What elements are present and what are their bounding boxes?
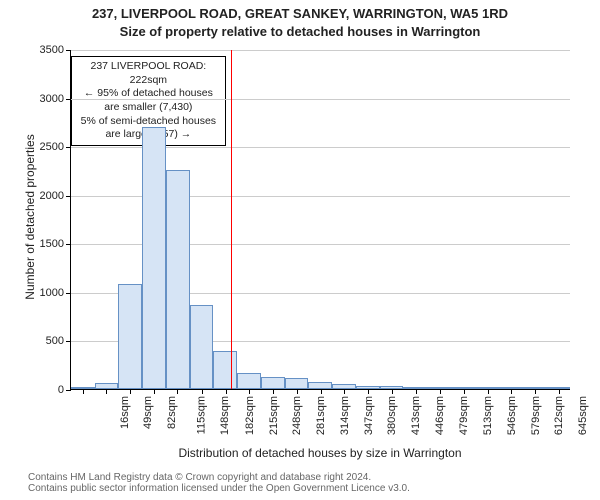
- x-tick-label: 215sqm: [268, 396, 280, 435]
- histogram-bar: [427, 387, 451, 389]
- callout-line1: 237 LIVERPOOL ROAD: 222sqm: [78, 60, 219, 87]
- y-tick-mark: [66, 293, 71, 294]
- x-tick-label: 281sqm: [315, 396, 327, 435]
- histogram-bar: [546, 387, 570, 389]
- y-tick-label: 3500: [14, 44, 64, 56]
- chart-plot-area: 237 LIVERPOOL ROAD: 222sqm ← 95% of deta…: [70, 50, 570, 390]
- x-tick-label: 579sqm: [530, 396, 542, 435]
- histogram-bar: [166, 170, 190, 389]
- histogram-bar: [451, 387, 475, 389]
- x-tick-label: 513sqm: [482, 396, 494, 435]
- y-tick-label: 500: [14, 335, 64, 347]
- histogram-bar: [285, 378, 309, 389]
- x-tick-label: 347sqm: [363, 396, 375, 435]
- y-tick-label: 0: [14, 384, 64, 396]
- y-tick-mark: [66, 244, 71, 245]
- page-title-line1: 237, LIVERPOOL ROAD, GREAT SANKEY, WARRI…: [0, 6, 600, 21]
- histogram-bar: [498, 387, 522, 389]
- x-tick-label: 446sqm: [434, 396, 446, 435]
- y-axis-label: Number of detached properties: [23, 117, 37, 317]
- x-tick-label: 115sqm: [195, 396, 207, 434]
- x-tick-label: 16sqm: [119, 396, 131, 429]
- histogram-bar: [308, 382, 332, 389]
- x-tick-label: 49sqm: [142, 396, 154, 429]
- histogram-bar: [118, 284, 142, 389]
- footer-line2: Contains public sector information licen…: [28, 483, 410, 494]
- y-tick-mark: [66, 341, 71, 342]
- x-tick-label: 413sqm: [410, 396, 422, 435]
- y-tick-mark: [66, 196, 71, 197]
- x-tick-label: 82sqm: [166, 396, 178, 429]
- callout-line2: ← 95% of detached houses are smaller (7,…: [78, 87, 219, 114]
- x-tick-label: 479sqm: [458, 396, 470, 435]
- page-subtitle: Size of property relative to detached ho…: [0, 24, 600, 39]
- y-tick-mark: [66, 147, 71, 148]
- gridline-h: [71, 99, 570, 100]
- x-tick-label: 645sqm: [577, 396, 589, 435]
- x-tick-label: 612sqm: [553, 396, 565, 435]
- y-tick-label: 1000: [14, 287, 64, 299]
- histogram-bar: [475, 387, 499, 389]
- histogram-bar: [237, 373, 261, 390]
- x-tick-label: 182sqm: [244, 396, 256, 435]
- histogram-bar: [190, 305, 214, 390]
- x-tick-label: 248sqm: [292, 396, 304, 435]
- x-tick-label: 314sqm: [339, 396, 351, 435]
- histogram-bar: [522, 387, 546, 389]
- y-tick-mark: [66, 99, 71, 100]
- y-tick-label: 2000: [14, 190, 64, 202]
- histogram-bar: [213, 351, 237, 389]
- y-tick-label: 2500: [14, 141, 64, 153]
- x-tick-labels: 16sqm 49sqm 82sqm 115sqm 148sqm 182sqm 215sqm 2…: [70, 390, 570, 450]
- x-tick-label: 546sqm: [506, 396, 518, 435]
- y-tick-label: 3000: [14, 93, 64, 105]
- x-tick-label: 148sqm: [220, 396, 232, 435]
- marker-line: [231, 50, 232, 389]
- histogram-bar: [261, 377, 285, 389]
- x-axis-label: Distribution of detached houses by size …: [70, 446, 570, 460]
- histogram-bar: [142, 127, 166, 389]
- x-tick-label: 380sqm: [387, 396, 399, 435]
- gridline-h: [71, 50, 570, 51]
- footer-attribution: Contains HM Land Registry data © Crown c…: [28, 472, 410, 494]
- footer-line1: Contains HM Land Registry data © Crown c…: [28, 472, 410, 483]
- y-tick-label: 1500: [14, 238, 64, 250]
- y-tick-mark: [66, 50, 71, 51]
